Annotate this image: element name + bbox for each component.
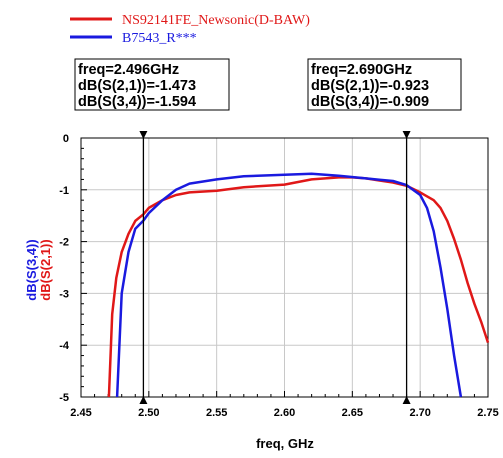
axes (80, 137, 489, 398)
marker-readout-box-2-frame (307, 58, 462, 111)
legend-label-ns92141fe: NS92141FE_Newsonic(D-BAW) (122, 13, 310, 28)
y-tick-label-2: -2 (59, 237, 69, 249)
marker-bottom-triangle-2 (402, 396, 411, 404)
x-axis-title: freq, GHz (256, 436, 314, 451)
y-axis-title: dB(S(3,4))dB(S(2,1)) (24, 239, 53, 300)
marker-1-s34-text: dB(S(3,4))=-1.594 (78, 94, 196, 110)
x-tick-label-3: 2.60 (274, 407, 295, 419)
series-line-1 (115, 172, 463, 398)
marker-top-triangle-1 (139, 131, 148, 139)
marker-top-triangle-2 (402, 131, 411, 139)
marker-1-freq-text: freq=2.496GHz (78, 62, 179, 78)
y-tick-label-4: -4 (59, 340, 70, 352)
tick-labels: 2.45 2.50 2.55 2.60 2.65 2.70 2.75 0 -1 -2 -3 -4 -5 (59, 133, 498, 419)
y-tick-label-3: -3 (59, 288, 69, 300)
x-tick-label-6: 2.75 (477, 407, 498, 419)
x-tick-label-4: 2.65 (342, 407, 363, 419)
y-axis-title-part-0: dB(S(3,4)) (24, 239, 39, 300)
marker-readout-box-2: freq=2.690GHz dB(S(2,1))=-0.923 dB(S(3,4… (307, 58, 462, 111)
y-tick-label-1: -1 (59, 185, 69, 197)
series-layer (107, 172, 490, 398)
marker-2-s34-text: dB(S(3,4))=-0.909 (311, 94, 429, 110)
marker-1-s21-text: dB(S(2,1))=-1.473 (78, 78, 196, 94)
y-tick-label-0: 0 (63, 133, 69, 145)
marker-readout-box-1-frame (74, 58, 230, 111)
x-tick-label-5: 2.70 (409, 407, 430, 419)
legend-label-b7543: B7543_R*** (122, 31, 197, 46)
marker-2-s21-text: dB(S(2,1))=-0.923 (311, 78, 429, 94)
marker-readout-box-1: freq=2.496GHz dB(S(2,1))=-1.473 dB(S(3,4… (74, 58, 230, 111)
y-tick-label-5: -5 (59, 392, 69, 404)
series-line-0 (107, 176, 490, 398)
markers-layer (139, 131, 411, 404)
marker-2-freq-text: freq=2.690GHz (311, 62, 412, 78)
y-axis-title-part-1: dB(S(2,1)) (38, 239, 53, 300)
grid (80, 137, 489, 398)
x-tick-label-2: 2.55 (206, 407, 227, 419)
legend: NS92141FE_Newsonic(D-BAW) B7543_R*** (70, 13, 310, 46)
marker-bottom-triangle-1 (139, 396, 148, 404)
x-tick-label-1: 2.50 (138, 407, 159, 419)
x-tick-label-0: 2.45 (70, 407, 91, 419)
